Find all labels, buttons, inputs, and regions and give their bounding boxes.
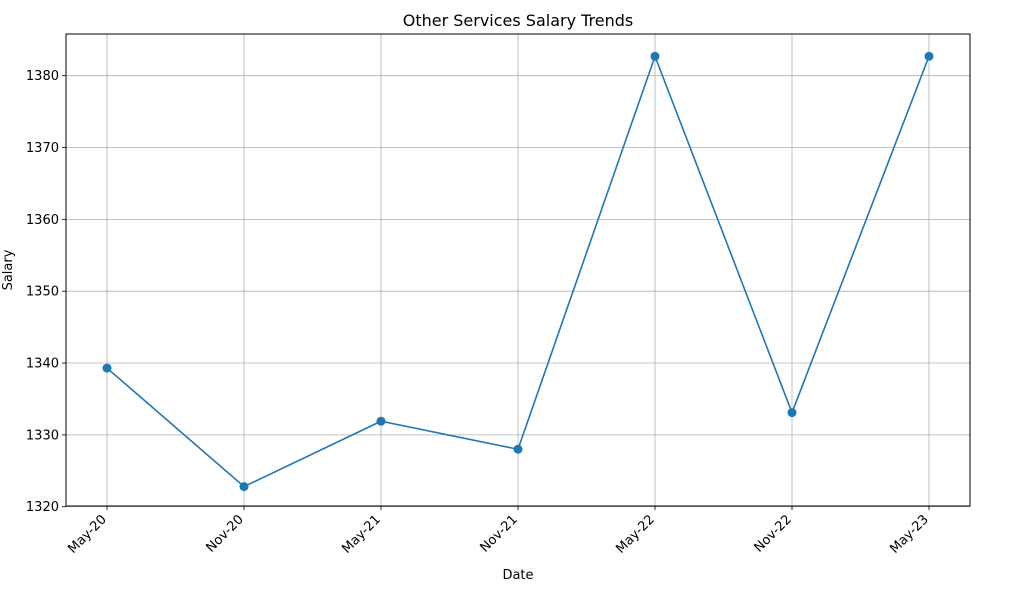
- data-point: [787, 408, 797, 418]
- x-tick-label: May-20: [65, 512, 109, 556]
- y-tick-label: 1340: [26, 357, 59, 372]
- data-point: [924, 51, 934, 61]
- data-point: [239, 482, 249, 492]
- y-tick-label: 1350: [26, 285, 59, 300]
- plot-frame: [65, 33, 971, 507]
- x-axis-label: Date: [502, 568, 533, 583]
- y-tick-label: 1320: [26, 500, 59, 515]
- y-tick-label: 1380: [26, 69, 59, 84]
- y-axis-label: Salary: [1, 249, 16, 290]
- y-tick-label: 1370: [26, 141, 59, 156]
- x-tick-label: May-22: [613, 512, 657, 556]
- series-line: [102, 51, 934, 492]
- y-tick-label: 1360: [26, 213, 59, 228]
- data-point: [102, 363, 112, 373]
- x-tick-label: May-23: [887, 512, 931, 556]
- data-point: [513, 444, 523, 454]
- x-tick-label: Nov-22: [752, 512, 795, 555]
- x-tick-label: May-21: [339, 512, 383, 556]
- data-point: [650, 51, 660, 61]
- y-tick-label: 1330: [26, 428, 59, 443]
- chart-title: Other Services Salary Trends: [403, 11, 634, 30]
- x-tick-label: Nov-20: [204, 512, 247, 555]
- x-tick-label: Nov-21: [478, 512, 521, 555]
- x-axis-ticks: May-20 Nov-20 May-21 Nov-21 May-22 Nov-22 May-…: [65, 506, 932, 557]
- grid: [66, 34, 970, 508]
- y-axis-ticks: 1320 1330 1340 1350 1360 1370 1380: [26, 69, 66, 515]
- data-point: [376, 416, 386, 426]
